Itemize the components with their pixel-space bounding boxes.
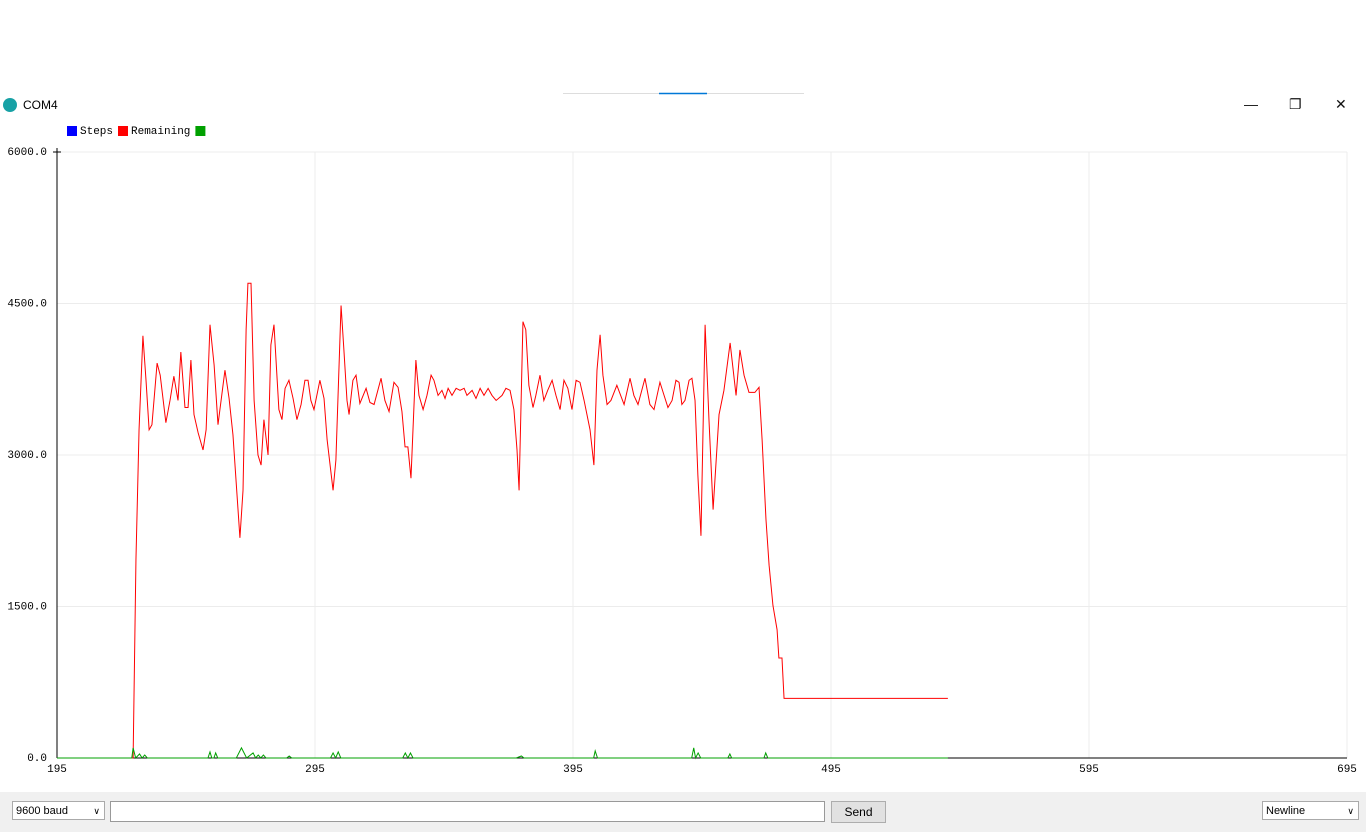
- series-line: [57, 282, 948, 759]
- top-strip: [563, 92, 804, 95]
- y-tick-label: 4500.0: [7, 298, 47, 310]
- chart: 0.0 1500.0 3000.0 4500.0 6000.0 195 295 395 495 5…: [7, 126, 1357, 776]
- x-tick-label: 695: [1337, 764, 1357, 776]
- legend-swatch: [195, 126, 206, 136]
- minimize-button[interactable]: —: [1244, 96, 1258, 112]
- send-input[interactable]: [110, 801, 825, 822]
- y-tick-label: 3000.0: [7, 450, 47, 462]
- legend-label: Steps: [80, 126, 113, 138]
- restore-button[interactable]: ❐: [1289, 96, 1302, 112]
- close-button[interactable]: ✕: [1335, 96, 1347, 112]
- x-tick-label: 195: [47, 764, 67, 776]
- bottom-bar: 9600 baud Send Newline: [0, 792, 1366, 832]
- legend-swatch: [67, 126, 77, 136]
- series-line: [57, 746, 948, 760]
- send-button[interactable]: Send: [831, 801, 886, 823]
- x-tick-label: 595: [1079, 764, 1099, 776]
- legend-swatch: [118, 126, 128, 136]
- line-ending-select[interactable]: Newline: [1262, 801, 1359, 821]
- window-title: COM4: [23, 98, 58, 112]
- title-bar: COM4 — ❐ ✕: [0, 90, 1366, 120]
- y-tick-label: 1500.0: [7, 601, 47, 613]
- x-tick-label: 295: [305, 764, 325, 776]
- y-tick-label: 6000.0: [7, 147, 47, 159]
- x-tick-label: 395: [563, 764, 583, 776]
- x-tick-label: 495: [821, 764, 841, 776]
- y-tick-label: 0.0: [27, 753, 47, 765]
- app-icon: [3, 98, 17, 112]
- baud-select[interactable]: 9600 baud: [12, 801, 105, 821]
- legend-label: Remaining: [131, 126, 190, 138]
